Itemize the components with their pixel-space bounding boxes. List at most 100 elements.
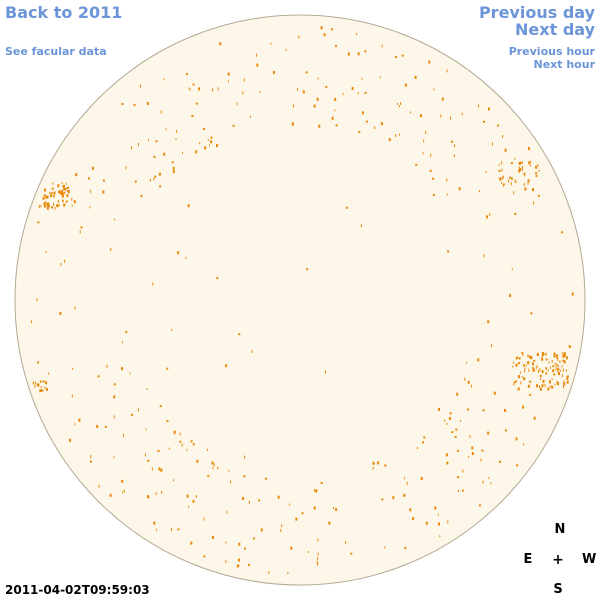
facula-marker-icon	[482, 480, 484, 484]
facula-marker-icon	[530, 312, 533, 315]
facula-marker-icon	[357, 52, 360, 56]
facula-marker-icon	[492, 142, 493, 146]
facula-marker-icon	[521, 352, 524, 355]
facula-marker-icon	[504, 408, 506, 412]
compass-north-label: N	[554, 522, 566, 537]
previous-hour-link[interactable]: Previous hour	[508, 45, 595, 58]
facula-marker-icon	[453, 154, 455, 158]
facula-marker-icon	[539, 375, 542, 377]
facula-marker-icon	[49, 191, 51, 194]
facula-marker-icon	[152, 282, 154, 286]
facula-marker-icon	[80, 226, 83, 229]
facula-marker-icon	[410, 111, 411, 114]
facula-marker-icon	[188, 87, 190, 90]
facula-marker-icon	[522, 353, 524, 357]
facula-marker-icon	[61, 192, 63, 196]
facula-marker-icon	[192, 83, 195, 86]
facula-marker-icon	[238, 333, 241, 336]
facula-marker-icon	[148, 138, 150, 141]
facula-marker-icon	[556, 356, 559, 359]
facula-marker-icon	[409, 508, 412, 512]
facula-marker-icon	[32, 381, 34, 385]
facula-marker-icon	[501, 161, 503, 165]
facula-marker-icon	[59, 311, 62, 315]
facula-marker-icon	[464, 377, 466, 381]
previous-day-link[interactable]: Previous day	[478, 3, 595, 22]
facula-marker-icon	[447, 250, 450, 253]
facula-marker-icon	[525, 364, 527, 367]
facula-marker-icon	[47, 204, 50, 208]
facula-marker-icon	[334, 97, 337, 101]
facula-marker-icon	[88, 177, 90, 180]
facula-marker-icon	[524, 174, 526, 177]
facula-marker-icon	[549, 380, 551, 384]
facula-marker-icon	[287, 572, 289, 574]
facula-marker-icon	[483, 254, 485, 258]
facula-marker-icon	[163, 78, 165, 81]
facula-marker-icon	[256, 63, 259, 67]
facula-marker-icon	[44, 202, 46, 205]
facula-marker-icon	[498, 163, 500, 166]
facula-marker-icon	[225, 364, 228, 368]
facula-marker-icon	[273, 70, 275, 74]
facula-marker-icon	[51, 187, 54, 190]
facula-marker-icon	[131, 146, 132, 150]
facula-marker-icon	[513, 191, 515, 195]
facula-marker-icon	[219, 42, 222, 46]
facula-marker-icon	[361, 111, 364, 115]
facula-marker-icon	[110, 248, 112, 251]
facula-marker-icon	[133, 103, 136, 106]
facula-marker-icon	[158, 467, 161, 471]
facula-marker-icon	[226, 510, 228, 514]
see-facular-data-link[interactable]: See facular data	[5, 45, 107, 58]
facula-marker-icon	[129, 372, 131, 375]
facula-marker-icon	[395, 134, 397, 138]
back-to-year-link[interactable]: Back to 2011	[5, 3, 123, 22]
facula-marker-icon	[216, 144, 218, 148]
facula-marker-icon	[67, 190, 70, 193]
facula-marker-icon	[39, 380, 42, 383]
facula-marker-icon	[39, 389, 42, 393]
facula-marker-icon	[417, 447, 418, 450]
facula-marker-icon	[34, 385, 36, 389]
facula-marker-icon	[552, 369, 555, 373]
facula-marker-icon	[555, 363, 557, 366]
facula-marker-icon	[160, 468, 163, 472]
facula-marker-icon	[46, 203, 49, 207]
facula-marker-icon	[113, 456, 115, 459]
facula-marker-icon	[102, 190, 105, 194]
facula-marker-icon	[44, 386, 46, 389]
facula-marker-icon	[121, 367, 124, 371]
facula-marker-icon	[78, 418, 81, 422]
facula-marker-icon	[423, 436, 426, 439]
next-hour-link[interactable]: Next hour	[533, 58, 596, 71]
facula-marker-icon	[493, 391, 496, 395]
facula-marker-icon	[45, 387, 48, 391]
facula-marker-icon	[121, 103, 124, 105]
facula-marker-icon	[225, 560, 227, 564]
next-day-link[interactable]: Next day	[515, 20, 595, 39]
facula-marker-icon	[345, 206, 348, 209]
facula-marker-icon	[514, 157, 516, 160]
facula-marker-icon	[297, 87, 298, 91]
facula-marker-icon	[317, 562, 319, 566]
facula-marker-icon	[260, 528, 263, 532]
facula-marker-icon	[565, 356, 568, 360]
facula-marker-icon	[523, 172, 526, 175]
facula-marker-icon	[558, 372, 560, 376]
facula-marker-icon	[46, 206, 49, 210]
facula-marker-icon	[113, 383, 116, 386]
facula-marker-icon	[513, 382, 515, 386]
facula-marker-icon	[46, 195, 49, 199]
facula-marker-icon	[318, 124, 321, 128]
facula-marker-icon	[414, 75, 417, 79]
facula-marker-icon	[497, 124, 500, 127]
facula-marker-icon	[335, 124, 338, 127]
facula-marker-icon	[212, 536, 214, 539]
facula-marker-icon	[65, 182, 67, 185]
facula-marker-icon	[520, 371, 521, 374]
facula-marker-icon	[488, 477, 490, 479]
facula-marker-icon	[332, 507, 334, 510]
facula-marker-icon	[40, 205, 42, 208]
